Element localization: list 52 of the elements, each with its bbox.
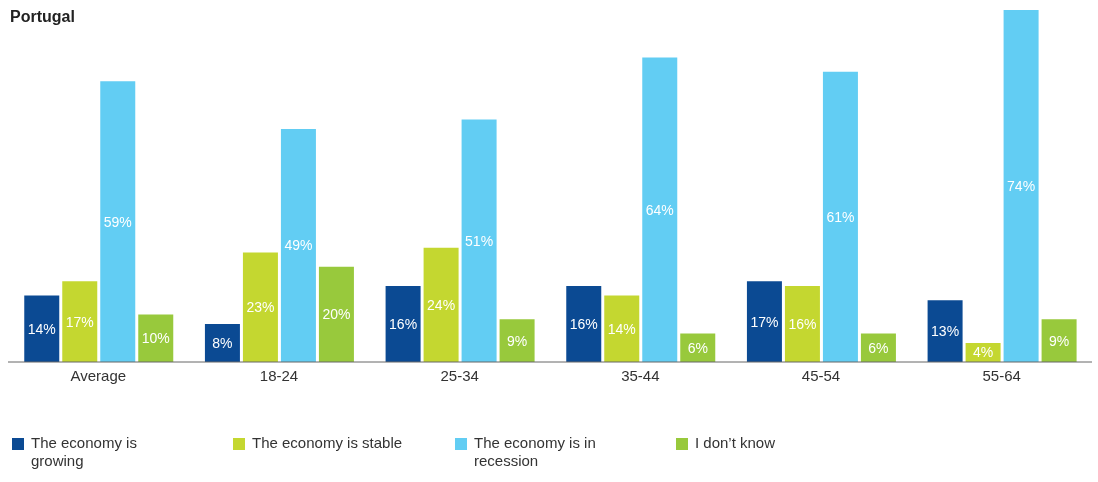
data-label: 59% bbox=[103, 213, 132, 230]
data-label: 17% bbox=[65, 313, 94, 330]
bar bbox=[24, 295, 60, 362]
x-tick-label: 45-54 bbox=[801, 366, 841, 384]
bar bbox=[784, 285, 820, 362]
data-label: 8% bbox=[212, 334, 233, 351]
bar bbox=[242, 252, 278, 362]
data-label: 51% bbox=[465, 232, 494, 249]
bar bbox=[423, 247, 459, 362]
data-label: 9% bbox=[506, 332, 528, 349]
data-label: 10% bbox=[141, 330, 170, 347]
bar bbox=[822, 71, 858, 362]
legend-label: The economy is growing bbox=[31, 434, 138, 470]
data-label: 16% bbox=[788, 315, 817, 332]
x-tick-label: 18-24 bbox=[259, 366, 299, 384]
data-label: 9% bbox=[1048, 332, 1070, 349]
x-tick-label: Average bbox=[70, 366, 127, 384]
data-label: 24% bbox=[427, 296, 456, 313]
bar bbox=[566, 285, 602, 362]
data-label: 61% bbox=[826, 208, 855, 225]
data-label: 16% bbox=[569, 315, 598, 332]
data-label: 6% bbox=[687, 339, 708, 356]
x-tick-label: 25-34 bbox=[440, 366, 479, 384]
bar bbox=[461, 119, 497, 362]
x-tick-label: 35-44 bbox=[621, 366, 660, 384]
bar bbox=[318, 266, 354, 362]
x-tick-label: 55-64 bbox=[982, 366, 1021, 384]
bar bbox=[280, 128, 316, 362]
bar bbox=[100, 81, 136, 362]
data-label: 74% bbox=[1007, 177, 1036, 194]
data-label: 17% bbox=[750, 313, 779, 330]
bar bbox=[642, 57, 678, 362]
bar bbox=[604, 295, 640, 362]
data-label: 23% bbox=[246, 299, 275, 316]
data-label: 14% bbox=[27, 320, 56, 337]
data-label: 20% bbox=[322, 306, 351, 323]
legend-label: The economy is in recession bbox=[474, 434, 597, 470]
bar bbox=[385, 285, 421, 362]
bar bbox=[927, 300, 963, 362]
chart-title: Portugal bbox=[10, 8, 75, 26]
legend-label: The economy is stable bbox=[252, 434, 404, 452]
bar bbox=[1003, 10, 1039, 362]
data-label: 49% bbox=[284, 237, 313, 254]
data-label: 64% bbox=[645, 201, 674, 218]
data-label: 14% bbox=[607, 320, 636, 337]
data-label: 6% bbox=[868, 339, 889, 356]
bar bbox=[746, 281, 782, 362]
data-label: 4% bbox=[972, 344, 994, 361]
data-label: 16% bbox=[389, 315, 418, 332]
bar bbox=[62, 281, 98, 362]
data-label: 13% bbox=[931, 323, 960, 340]
legend-label: I don’t know bbox=[695, 434, 777, 452]
